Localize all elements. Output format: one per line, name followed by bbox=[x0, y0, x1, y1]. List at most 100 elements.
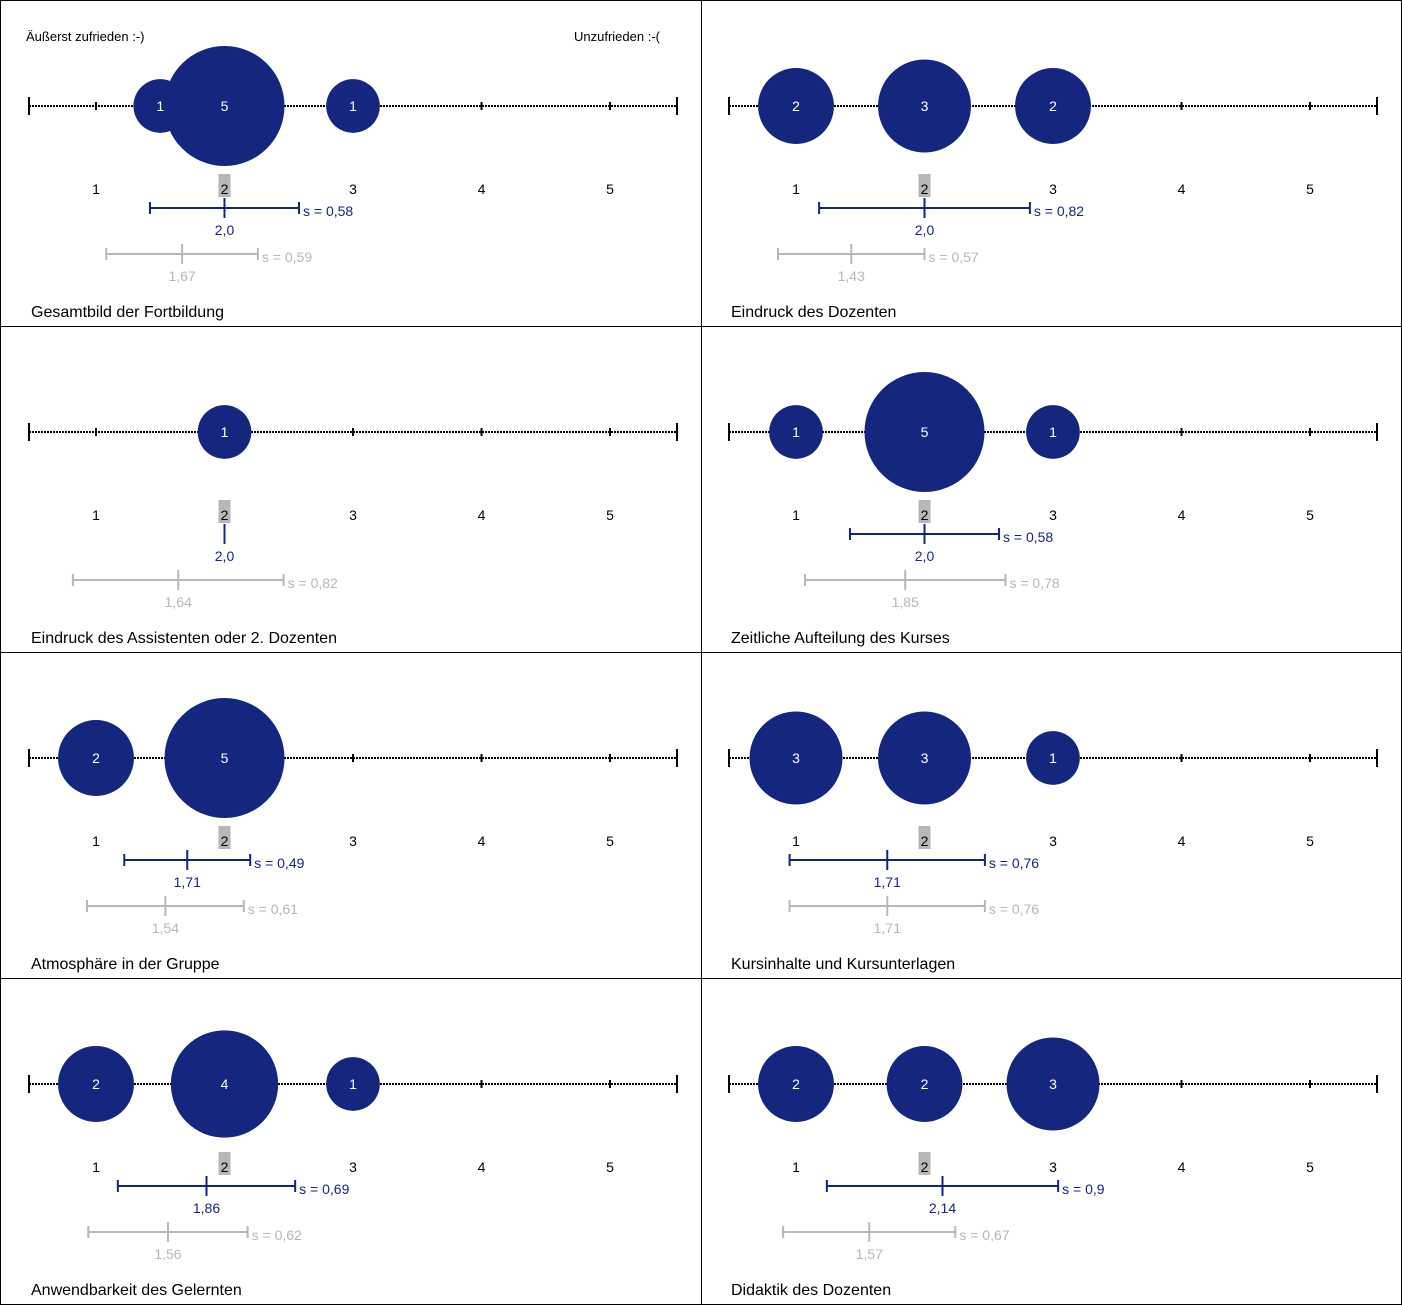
comparison-mean-label: 1,54 bbox=[152, 920, 179, 936]
own-sd-label: s = 0,58 bbox=[303, 203, 353, 219]
median-highlight bbox=[918, 1152, 931, 1175]
comparison-sd-label: s = 0,67 bbox=[959, 1227, 1009, 1243]
own-mean-label: 1,86 bbox=[193, 1200, 220, 1216]
tick-label: 5 bbox=[1306, 507, 1314, 523]
response-bubble bbox=[864, 372, 985, 492]
response-bubble bbox=[758, 68, 834, 144]
comparison-mean-label: 1,71 bbox=[874, 920, 901, 936]
chart-title: Didaktik des Dozenten bbox=[731, 1282, 892, 1299]
comparison-sd-label: s = 0,62 bbox=[252, 1227, 302, 1243]
tick-label: 5 bbox=[606, 507, 614, 523]
bubble-chart: 1 2 3 4 5 1 5 1 2,0 s = 0,58 1,85 s = 0,78 bbox=[728, 372, 1378, 610]
comparison-sd-label: s = 0,78 bbox=[1009, 575, 1059, 591]
tick-label: 1 bbox=[92, 833, 100, 849]
response-bubble bbox=[197, 405, 252, 459]
bubble-count-label: 3 bbox=[1049, 1076, 1057, 1092]
bubble-count-label: 2 bbox=[792, 98, 800, 114]
own-mean-label: 2,0 bbox=[215, 548, 235, 564]
tick-label: 2 bbox=[921, 507, 929, 523]
bubble-count-label: 1 bbox=[349, 98, 357, 114]
chart-panel: 1 2 3 4 5 2 3 2 2,0 s = 0,82 1,43 s = 0,57 Eindruck… bbox=[701, 1, 1402, 327]
comparison-mean-label: 1,64 bbox=[165, 594, 192, 610]
bubble-count-label: 1 bbox=[156, 98, 164, 114]
response-bubble bbox=[326, 1057, 380, 1111]
bubble-count-label: 1 bbox=[349, 1076, 357, 1092]
bubble-count-label: 3 bbox=[921, 750, 929, 766]
response-bubble bbox=[58, 720, 134, 796]
tick-label: 2 bbox=[221, 833, 229, 849]
bubble-count-label: 3 bbox=[792, 750, 800, 766]
response-bubble bbox=[170, 1030, 279, 1138]
tick-label: 4 bbox=[1178, 507, 1186, 523]
median-highlight bbox=[918, 174, 931, 197]
tick-label: 2 bbox=[921, 833, 929, 849]
bubble-count-label: 2 bbox=[92, 750, 100, 766]
tick-label: 2 bbox=[221, 507, 229, 523]
median-highlight bbox=[918, 500, 931, 523]
bubble-count-label: 5 bbox=[221, 750, 229, 766]
tick-label: 5 bbox=[1306, 181, 1314, 197]
tick-label: 4 bbox=[478, 507, 486, 523]
chart-title: Zeitliche Aufteilung des Kurses bbox=[731, 630, 950, 647]
comparison-mean-label: 1,67 bbox=[168, 268, 195, 284]
bubble-count-label: 2 bbox=[792, 1076, 800, 1092]
own-mean-label: 1,71 bbox=[174, 874, 201, 890]
bubble-count-label: 1 bbox=[1049, 424, 1057, 440]
chart-panel: 1 2 3 4 5 2 5 1,71 s = 0,49 1,54 s = 0,61 Atmosphä… bbox=[1, 653, 702, 979]
chart-title: Eindruck des Assistenten oder 2. Dozente… bbox=[31, 630, 337, 647]
tick-label: 2 bbox=[921, 1159, 929, 1175]
tick-label: 4 bbox=[478, 1159, 486, 1175]
bubble-count-label: 3 bbox=[921, 98, 929, 114]
chart-title: Gesamtbild der Fortbildung bbox=[31, 304, 224, 321]
bubble-chart: 1 2 3 4 5 2 2 3 2,14 s = 0,9 1,57 s = 0,67 bbox=[728, 1037, 1378, 1262]
bubble-chart: 1 2 3 4 5 1 5 1 2,0 s = 0,58 1,67 s = 0,59 bbox=[28, 46, 678, 284]
tick-label: 5 bbox=[1306, 1159, 1314, 1175]
comparison-mean-label: 1,85 bbox=[892, 594, 919, 610]
response-bubble bbox=[1026, 405, 1080, 459]
comparison-sd-label: s = 0,59 bbox=[262, 249, 312, 265]
tick-label: 3 bbox=[349, 181, 357, 197]
bubble-chart: 1 2 3 4 5 2 5 1,71 s = 0,49 1,54 s = 0,61 bbox=[28, 698, 678, 936]
chart-panel: 1 2 3 4 5 2 2 3 2,14 s = 0,9 1,57 s = 0,67 Didaktik… bbox=[701, 979, 1402, 1305]
comparison-mean-label: 1,57 bbox=[856, 1246, 883, 1262]
median-highlight bbox=[218, 174, 231, 197]
chart-title: Atmosphäre in der Gruppe bbox=[31, 956, 220, 973]
bubble-count-label: 2 bbox=[1049, 98, 1057, 114]
bubble-count-label: 2 bbox=[92, 1076, 100, 1092]
median-highlight bbox=[218, 826, 231, 849]
bubble-chart: 1 2 3 4 5 1 2,0 1,64 s = 0,82 bbox=[28, 405, 678, 610]
own-sd-label: s = 0,9 bbox=[1062, 1181, 1105, 1197]
response-bubble bbox=[164, 46, 285, 166]
bubble-count-label: 1 bbox=[792, 424, 800, 440]
comparison-sd-label: s = 0,76 bbox=[989, 901, 1039, 917]
tick-label: 4 bbox=[478, 833, 486, 849]
tick-label: 4 bbox=[1178, 181, 1186, 197]
response-bubble bbox=[749, 711, 843, 805]
tick-label: 1 bbox=[92, 507, 100, 523]
bubble-count-label: 1 bbox=[221, 424, 229, 440]
tick-label: 3 bbox=[1049, 1159, 1057, 1175]
own-sd-label: s = 0,69 bbox=[299, 1181, 349, 1197]
bubble-count-label: 5 bbox=[221, 98, 229, 114]
response-bubble bbox=[1015, 68, 1091, 144]
tick-label: 4 bbox=[478, 181, 486, 197]
tick-label: 5 bbox=[606, 833, 614, 849]
response-bubble bbox=[769, 405, 823, 459]
tick-label: 1 bbox=[792, 833, 800, 849]
median-highlight bbox=[918, 826, 931, 849]
tick-label: 3 bbox=[1049, 507, 1057, 523]
own-mean-label: 2,14 bbox=[929, 1200, 956, 1216]
own-mean-label: 2,0 bbox=[215, 222, 235, 238]
response-bubble bbox=[886, 1046, 963, 1122]
tick-label: 1 bbox=[92, 181, 100, 197]
tick-label: 2 bbox=[221, 1159, 229, 1175]
comparison-mean-label: 1,43 bbox=[838, 268, 865, 284]
tick-label: 3 bbox=[349, 507, 357, 523]
scale-label-left: Äußerst zufrieden :-) bbox=[26, 29, 145, 44]
tick-label: 1 bbox=[792, 507, 800, 523]
tick-label: 2 bbox=[221, 181, 229, 197]
tick-label: 4 bbox=[1178, 833, 1186, 849]
tick-label: 3 bbox=[1049, 181, 1057, 197]
scale-label-right: Unzufrieden :-( bbox=[574, 29, 660, 44]
tick-label: 1 bbox=[792, 181, 800, 197]
